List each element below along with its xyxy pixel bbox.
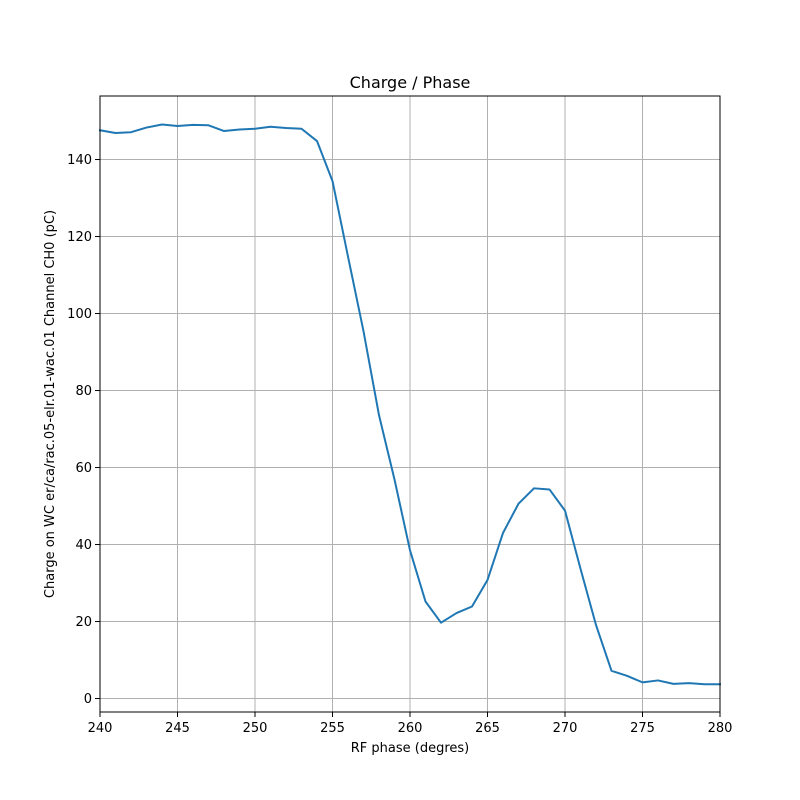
y-axis-title: Charge on WC er/ca/rac.05-elr.01-wac.01 …	[43, 210, 58, 598]
y-tick-label: 60	[75, 461, 92, 476]
x-axis: 240 245 250 255 260 265 270 275 280	[88, 712, 733, 736]
x-tick-label: 245	[165, 721, 190, 736]
x-tick-label: 265	[475, 721, 500, 736]
y-tick-label: 100	[67, 307, 92, 322]
series-layer	[98, 123, 721, 686]
x-tick-label: 255	[320, 721, 345, 736]
x-tick-label: 275	[630, 721, 655, 736]
series-line	[98, 123, 721, 686]
x-tick-label: 280	[708, 721, 733, 736]
x-tick-label: 260	[398, 721, 423, 736]
x-tick-label: 250	[243, 721, 268, 736]
x-tick-label: 270	[553, 721, 578, 736]
y-tick-label: 140	[67, 153, 92, 168]
x-tick-label: 240	[88, 721, 113, 736]
chart-title: Charge / Phase	[350, 73, 471, 92]
y-tick-label: 80	[75, 384, 92, 399]
x-axis-title: RF phase (degres)	[351, 741, 469, 756]
y-tick-label: 120	[67, 230, 92, 245]
y-tick-label: 20	[75, 615, 92, 630]
grid	[99, 96, 721, 712]
y-axis: 0 20 40 60 80 100 120 140	[67, 153, 100, 707]
y-tick-label: 0	[84, 692, 92, 707]
y-tick-label: 40	[75, 538, 92, 553]
